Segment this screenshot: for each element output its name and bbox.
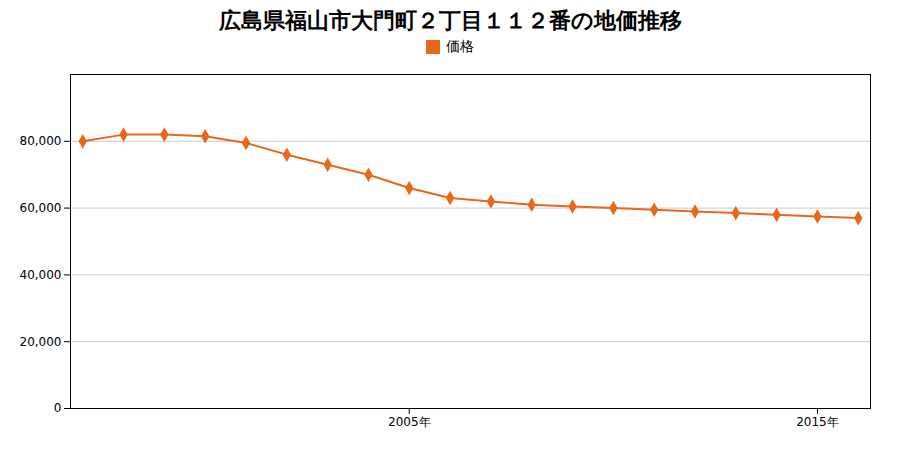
html-text:価格: 価格	[446, 38, 474, 54]
svg-text:80,000: 80,000	[20, 134, 62, 148]
svg-text:20,000: 20,000	[20, 335, 62, 349]
svg-text:40,000: 40,000	[20, 268, 62, 282]
html-text:広島県福山市大門町２丁目１１２番の地価推移: 広島県福山市大門町２丁目１１２番の地価推移	[218, 8, 682, 33]
svg-text:60,000: 60,000	[20, 201, 62, 215]
svg-text:2005年: 2005年	[388, 415, 431, 429]
svg-text:2015年: 2015年	[796, 415, 839, 429]
svg-text:0: 0	[54, 401, 62, 415]
